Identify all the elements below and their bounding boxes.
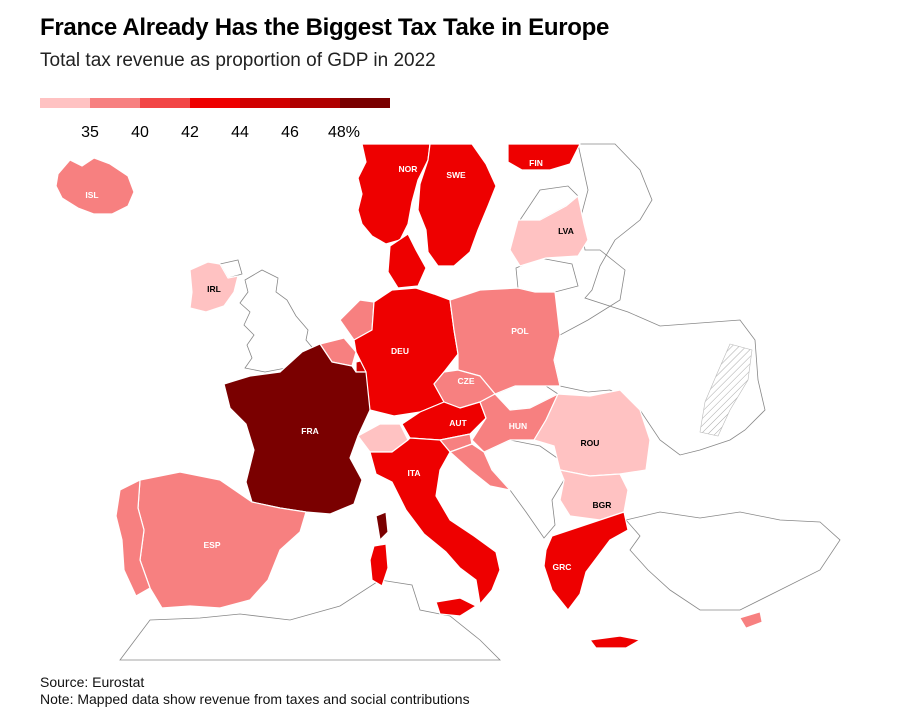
legend-swatch xyxy=(140,98,190,108)
label-deu: DEU xyxy=(391,346,409,356)
label-swe: SWE xyxy=(446,170,466,180)
legend-swatch xyxy=(40,98,90,108)
label-grc: GRC xyxy=(553,562,572,572)
chart-footer: Source: Eurostat Note: Mapped data show … xyxy=(40,674,470,708)
label-ita: ITA xyxy=(407,468,420,478)
country-irl xyxy=(189,261,239,313)
label-lva: LVA xyxy=(558,226,574,236)
color-legend: 35 40 42 44 46 48% xyxy=(40,98,400,141)
legend-tick: 35 xyxy=(81,124,99,141)
label-aut: AUT xyxy=(449,418,467,428)
note-text: Note: Mapped data show revenue from taxe… xyxy=(40,691,470,707)
legend-swatch xyxy=(190,98,240,108)
legend-swatch xyxy=(90,98,140,108)
chart-title: France Already Has the Biggest Tax Take … xyxy=(40,14,610,41)
label-hun: HUN xyxy=(509,421,527,431)
legend-swatch xyxy=(240,98,290,108)
label-cze: CZE xyxy=(458,376,475,386)
country-hrv xyxy=(449,443,511,491)
legend-tick: 48% xyxy=(327,124,361,141)
country-isl xyxy=(55,157,135,215)
hatched-area xyxy=(699,343,753,437)
source-text: Source: Eurostat xyxy=(40,674,145,690)
unshaded-land xyxy=(119,143,841,661)
country-lva xyxy=(509,195,589,267)
legend-ticks: 35 40 42 44 46 48% xyxy=(40,108,400,141)
label-rou: ROU xyxy=(581,438,600,448)
country-nor xyxy=(357,143,431,245)
country-fra-corsica xyxy=(375,511,389,541)
country-pol xyxy=(449,287,561,395)
country-grc-crete xyxy=(589,635,641,649)
country-cyp xyxy=(739,611,763,629)
label-fra: FRA xyxy=(301,426,318,436)
legend-color-bar xyxy=(40,98,400,108)
country-east xyxy=(553,143,766,456)
label-isl: ISL xyxy=(85,190,98,200)
label-nor: NOR xyxy=(399,164,418,174)
label-bgr: BGR xyxy=(593,500,612,510)
chart-subtitle: Total tax revenue as proportion of GDP i… xyxy=(40,50,436,71)
legend-tick: 46 xyxy=(281,124,299,141)
label-irl: IRL xyxy=(207,284,221,294)
country-ita-sicily xyxy=(435,597,477,617)
country-fin xyxy=(507,143,581,171)
legend-swatch xyxy=(340,98,390,108)
legend-tick: 42 xyxy=(181,124,199,141)
country-ita xyxy=(369,437,501,605)
country-prt xyxy=(115,479,151,597)
legend-swatch xyxy=(290,98,340,108)
country-dnk xyxy=(387,233,427,289)
country-tur xyxy=(625,511,841,611)
country-bgr xyxy=(559,469,629,521)
country-ita-sardinia xyxy=(369,543,389,587)
legend-tick: 44 xyxy=(231,124,249,141)
country-fra xyxy=(223,343,371,515)
legend-tick: 40 xyxy=(131,124,149,141)
label-pol: POL xyxy=(511,326,528,336)
country-grc xyxy=(543,511,629,611)
europe-map: ISL NOR SWE FIN LVA IRL POL DEU CZE FRA … xyxy=(55,143,841,661)
label-esp: ESP xyxy=(203,540,220,550)
country-swe xyxy=(417,143,497,267)
country-balkans xyxy=(483,439,565,539)
label-fin: FIN xyxy=(529,158,543,168)
